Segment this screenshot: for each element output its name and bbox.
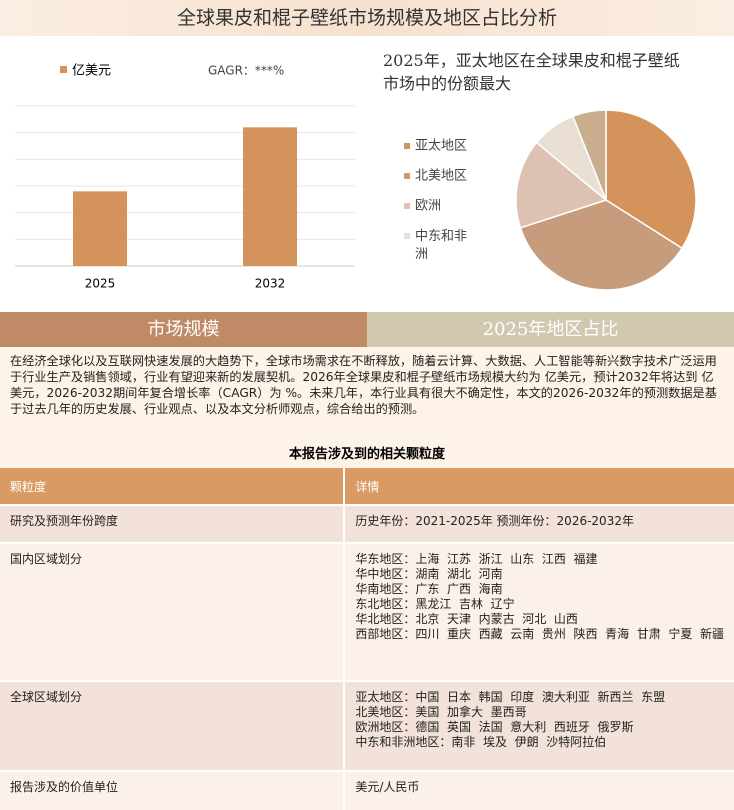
x-tick-label: 2025	[85, 277, 116, 291]
table-cell: 全球区域划分	[0, 680, 345, 771]
table-title: 本报告涉及到的相关颗粒度	[0, 446, 734, 468]
legend-note: GAGR：***%	[208, 64, 284, 78]
legend-swatch	[404, 143, 410, 149]
table-cell: 历史年份：2021-2025年 预测年份：2026-2032年	[343, 504, 734, 543]
legend-label: 中东和非洲	[415, 229, 467, 262]
table-row: 全球区域划分 亚太地区：中国 日本 韩国 印度 澳大利亚 新西兰 东盟 北美地区：美…	[0, 680, 734, 771]
table-cell: 研究及预测年份跨度	[0, 504, 345, 543]
table-header: 详情	[343, 468, 734, 505]
section-title: 2025年地区占比	[367, 312, 734, 347]
table: 颗粒度 详情 研究及预测年份跨度 历史年份：2021-2025年 预测年份：202…	[0, 468, 734, 810]
pie-slice	[515, 141, 608, 229]
legend-swatch	[60, 66, 67, 73]
detail-line: 华南地区：广东 广西 海南	[355, 582, 503, 596]
detail-line: 华北地区：北京 天津 内蒙古 河北 山西	[355, 612, 578, 626]
detail-line: 华中地区：湖南 湖北 河南	[355, 567, 503, 581]
legend-swatch	[404, 203, 410, 209]
detail-line: 欧洲地区：德国 英国 法国 意大利 西班牙 俄罗斯	[355, 720, 634, 734]
table-cell: 美元/人民币	[343, 770, 734, 810]
table-header: 颗粒度	[0, 468, 345, 505]
bar	[73, 191, 127, 266]
table-cell: 亚太地区：中国 日本 韩国 印度 澳大利亚 新西兰 东盟 北美地区：美国 加拿大 …	[343, 680, 734, 771]
detail-line: 东北地区：黑龙江 吉林 辽宁	[355, 597, 515, 611]
detail-line: 历史年份：2021-2025年 预测年份：2026-2032年	[355, 514, 634, 528]
table-cell: 报告涉及的价值单位	[0, 770, 345, 810]
section-bar: 市场规模 2025年地区占比	[0, 312, 734, 347]
detail-line: 北美地区：美国 加拿大 墨西哥	[355, 705, 527, 719]
legend-label: 欧洲	[415, 199, 441, 214]
pie-slice	[571, 109, 607, 201]
section-title: 市场规模	[0, 312, 367, 347]
table-cell: 国内区域划分	[0, 542, 345, 681]
detail-line: 美元/人民币	[355, 780, 420, 794]
chart-title: 2025年，亚太地区在全球果皮和棍子壁纸市场中的份额最大	[383, 51, 680, 93]
charts: 亿美元 GAGR：***% 2025 2032 2025年，亚太地区在全球果皮和棍子壁纸…	[15, 51, 697, 291]
detail-line: 西部地区：四川 重庆 西藏 云南 贵州 陕西 青海 甘肃 宁夏 新疆	[355, 627, 724, 641]
x-tick-label: 2032	[255, 277, 286, 291]
table-row: 研究及预测年份跨度 历史年份：2021-2025年 预测年份：2026-2032年	[0, 504, 734, 543]
table-row: 报告涉及的价值单位 美元/人民币	[0, 770, 734, 810]
detail-line: 华东地区：上海 江苏 浙江 山东 江西 福建	[355, 552, 598, 566]
legend-label: 北美地区	[415, 169, 467, 184]
bar	[243, 127, 297, 266]
legend-swatch	[404, 173, 410, 179]
legend-label: 亚太地区	[415, 139, 467, 154]
detail-line: 中东和非洲地区：南非 埃及 伊朗 沙特阿拉伯	[355, 735, 607, 749]
table-row: 国内区域划分 华东地区：上海 江苏 浙江 山东 江西 福建 华中地区：湖南 湖北 河…	[0, 542, 734, 681]
legend-swatch	[404, 233, 410, 239]
legend-label: 亿美元	[72, 64, 111, 79]
pie-slice	[519, 199, 684, 291]
paragraph: 在经济全球化以及互联网快速发展的大趋势下，全球市场需求在不断释放，随着云计算、大…	[0, 347, 734, 446]
table-cell: 华东地区：上海 江苏 浙江 山东 江西 福建 华中地区：湖南 湖北 河南 华南地区：…	[343, 542, 734, 681]
detail-line: 亚太地区：中国 日本 韩国 印度 澳大利亚 新西兰 东盟	[355, 690, 666, 704]
page-title: 全球果皮和棍子壁纸市场规模及地区占比分析	[0, 0, 734, 36]
